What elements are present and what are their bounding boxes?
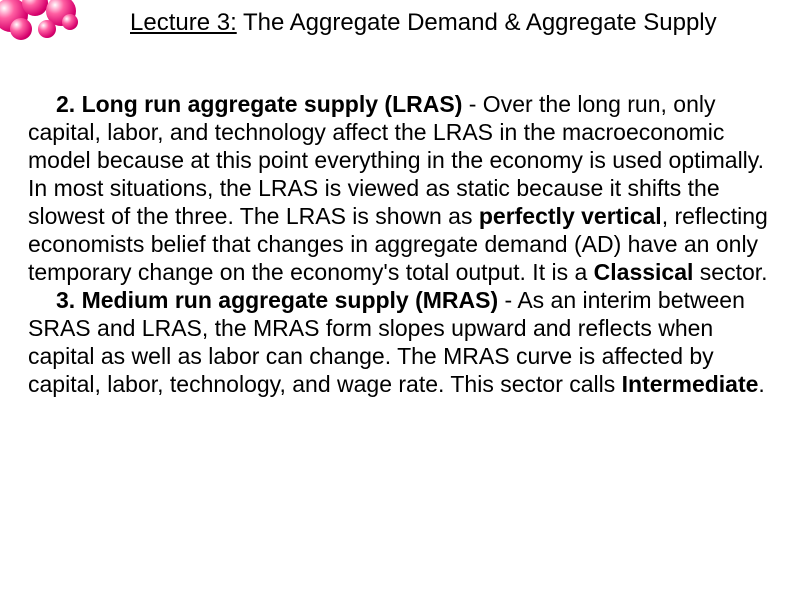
p2-lead: 3. Medium run aggregate supply (MRAS) xyxy=(56,287,498,313)
p1-b2: Classical xyxy=(594,259,694,285)
p1-t3: sector. xyxy=(693,259,767,285)
slide: Lecture 3: The Aggregate Demand & Aggreg… xyxy=(0,0,800,600)
p2-b1: Intermediate xyxy=(622,371,759,397)
p1-b1: perfectly vertical xyxy=(479,203,662,229)
title-block: Lecture 3: The Aggregate Demand & Aggreg… xyxy=(130,8,770,38)
body-text: 2. Long run aggregate supply (LRAS) - Ov… xyxy=(28,90,772,399)
sphere-icon xyxy=(10,18,32,40)
title-prefix: Lecture 3: xyxy=(130,9,237,36)
lecture-title: Lecture 3: The Aggregate Demand & Aggreg… xyxy=(130,8,770,38)
p2-t2: . xyxy=(758,371,764,397)
p1-lead: 2. Long run aggregate supply (LRAS) xyxy=(56,91,462,117)
sphere-icon xyxy=(38,20,56,38)
title-rest: The Aggregate Demand & Aggregate Supply xyxy=(237,9,717,36)
sphere-icon xyxy=(62,14,78,30)
decorative-spheres xyxy=(0,0,112,52)
